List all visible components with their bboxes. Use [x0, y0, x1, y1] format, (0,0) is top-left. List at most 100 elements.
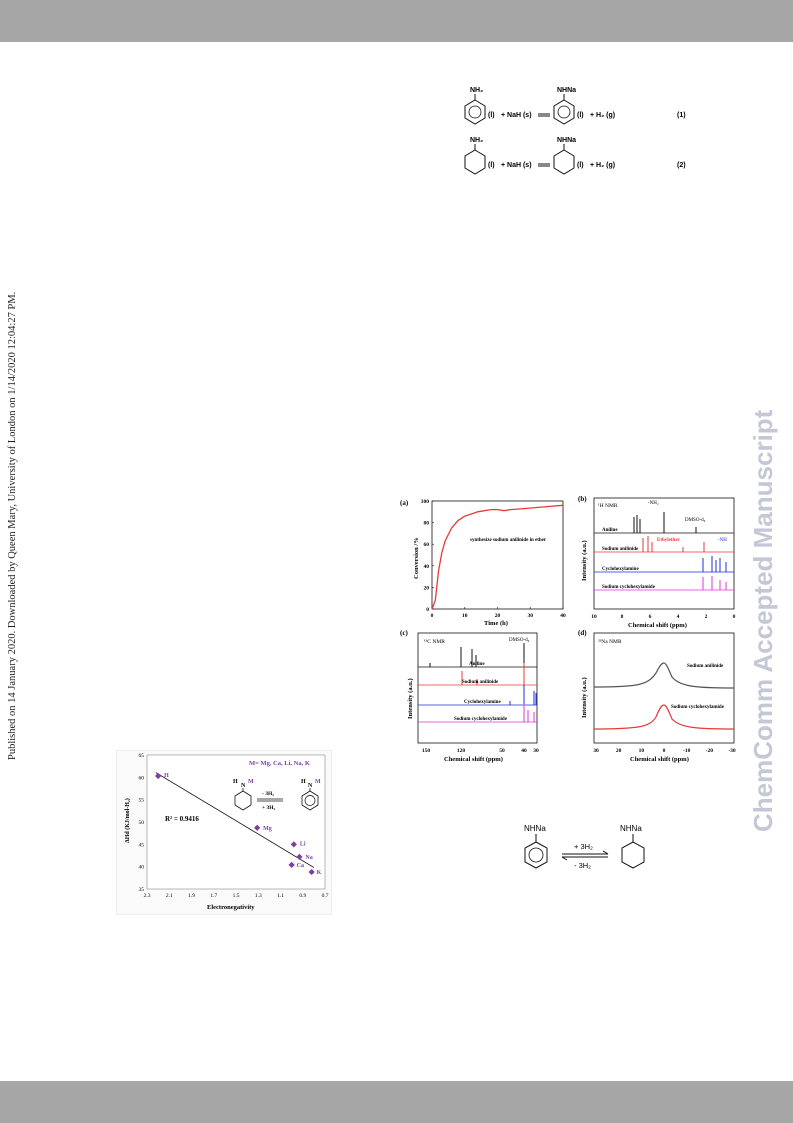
- en-xlabel: Electronegativity: [207, 904, 255, 911]
- en-fit-line: [155, 772, 315, 868]
- panel-d-xtick: 30: [593, 748, 599, 754]
- en-xtick: 1.9: [188, 893, 195, 899]
- panel-a: (a) 0 20 40 60 80 100 0 10 20 30 40 Conversion /%…: [400, 499, 566, 627]
- svg-text:Intensity (a.u.): Intensity (a.u.): [581, 677, 588, 718]
- svg-text:(a): (a): [400, 499, 409, 507]
- panel-d-xtick: 0: [663, 748, 666, 754]
- panel-d-xtick: -10: [683, 748, 691, 754]
- svg-text:(l): (l): [488, 162, 495, 169]
- svg-text:(d): (d): [578, 629, 587, 637]
- svg-text:-NH₂: -NH₂: [648, 501, 659, 506]
- en-ytick: 60: [139, 775, 145, 781]
- svg-text:Intensity (a.u.): Intensity (a.u.): [581, 540, 588, 581]
- figure-electronegativity: 35 40 45 50 55 60 65 2.3 2.1 1.9 1.7 1.5 1.3 1.1 0.9 0…: [116, 750, 332, 915]
- svg-text:N: N: [241, 783, 246, 789]
- panel-d-xtick: 10: [639, 748, 645, 754]
- svg-text:H: H: [301, 779, 306, 785]
- svg-text:(l): (l): [577, 112, 584, 119]
- en-xtick: 1.5: [233, 893, 240, 899]
- panel-d-xtick: 20: [616, 748, 622, 754]
- en-xtick: 1.7: [210, 893, 217, 899]
- panel-b-xtick: 2: [705, 614, 708, 620]
- panel-a-xtick: 40: [560, 613, 566, 619]
- svg-text:(1): (1): [677, 112, 686, 119]
- svg-text:Sodium cyclohexylamide: Sodium cyclohexylamide: [671, 705, 725, 710]
- inset-reaction: H N M - 3H₂ + 3H₂ H N M: [233, 779, 321, 811]
- en-point-label: H: [164, 773, 169, 779]
- svg-text:+ NaH (s): + NaH (s): [501, 112, 532, 119]
- svg-text:NHNa: NHNa: [557, 137, 576, 144]
- en-ytick: 50: [139, 820, 145, 826]
- svg-text:NH₂: NH₂: [470, 137, 483, 144]
- panel-d-xtick: -20: [706, 748, 714, 754]
- panel-c-xtick: 30: [533, 748, 539, 754]
- trace-aniline-peaks: [633, 512, 697, 533]
- en-ytick: 65: [139, 753, 145, 759]
- panel-b: (b) ¹H NMR -NH₂ DMSO-d₆ Ethylether -NH A…: [578, 495, 736, 629]
- panel-a-xlabel: Time (h): [484, 620, 508, 627]
- en-xtick: 2.1: [166, 893, 173, 899]
- en-point-label: Na: [305, 855, 312, 861]
- en-ytick: 45: [139, 842, 145, 848]
- svg-text:M: M: [315, 779, 321, 785]
- watermark: ChemComm Accepted Manuscript: [740, 300, 780, 840]
- r-squared: R² = 0.9416: [165, 815, 199, 823]
- en-xtick: 2.3: [144, 893, 151, 899]
- scheme-hydrogenation: NHNa + 3H₂ - 3H₂ NHNa: [510, 820, 670, 890]
- panel-b-xtick: 10: [591, 614, 597, 620]
- en-ytick: 55: [139, 798, 145, 804]
- svg-text:Cyclohexylamine: Cyclohexylamine: [602, 567, 639, 572]
- svg-text:DMSO-d₆: DMSO-d₆: [685, 518, 706, 523]
- panel-a-series-line: [431, 504, 564, 610]
- panel-a-xtick: 20: [495, 613, 501, 619]
- reactant-group: NH₂: [470, 87, 483, 94]
- svg-text:Sodium anilinide: Sodium anilinide: [687, 664, 724, 669]
- svg-text:+ H₂ (g): + H₂ (g): [590, 112, 615, 119]
- panel-a-ytick: 0: [426, 607, 429, 613]
- panel-b-xtick: 0: [733, 614, 736, 620]
- en-xtick: 1.1: [277, 893, 284, 899]
- svg-text:Aniline: Aniline: [602, 528, 618, 533]
- panel-d: (d) ²³Na NMR Sodium anilinide Sodium cyc…: [578, 629, 736, 763]
- svg-text:Chemical shift (ppm): Chemical shift (ppm): [628, 622, 687, 629]
- svg-text:- 3H₂: - 3H₂: [262, 791, 274, 797]
- benzene-ring: [464, 99, 486, 125]
- footer-bar: [0, 1081, 793, 1123]
- scheme-sodium-amide-formation: NH₂ (l) + NaH (s) NHNa (l) + H₂ (g) (1) …: [455, 82, 715, 194]
- panel-a-ylabel: Conversion /%: [413, 537, 420, 579]
- svg-text:(l): (l): [488, 112, 495, 119]
- svg-text:Sodium cyclohexylamide: Sodium cyclohexylamide: [602, 585, 656, 590]
- published-notice: Published on 14 January 2020. Downloaded…: [2, 240, 20, 760]
- panel-a-ytick: 80: [424, 521, 430, 527]
- en-xtick: 0.9: [299, 893, 306, 899]
- en-ytick: 40: [139, 865, 145, 871]
- svg-text:Intensity (a.u.): Intensity (a.u.): [407, 678, 414, 719]
- en-xtick: 0.7: [322, 893, 329, 899]
- en-point-label: K: [317, 870, 322, 876]
- en-ylabel: ΔHd (KJ/mol-H₂): [124, 798, 131, 843]
- svg-text:DMSO-d₆: DMSO-d₆: [509, 638, 530, 643]
- svg-text:(l): (l): [577, 162, 584, 169]
- svg-text:+ NaH (s): + NaH (s): [501, 162, 532, 169]
- svg-text:Sodium cyclohexylamide: Sodium cyclohexylamide: [454, 717, 508, 722]
- metals-legend: M= Mg, Ca, Li, Na, K: [249, 760, 310, 767]
- panel-c-xtick: 150: [422, 748, 431, 754]
- panel-c-xtick: 50: [499, 748, 505, 754]
- svg-text:Aniline: Aniline: [469, 662, 485, 667]
- svg-text:+ 3H₂: + 3H₂: [262, 805, 276, 811]
- svg-text:-NH: -NH: [718, 538, 727, 543]
- header-bar: [0, 0, 793, 42]
- panel-b-xtick: 6: [649, 614, 652, 620]
- panel-a-xtick: 0: [431, 613, 434, 619]
- en-point-label: Li: [300, 841, 306, 847]
- panel-c-xtick: 120: [457, 748, 466, 754]
- svg-text:- 3H₂: - 3H₂: [574, 861, 591, 870]
- cyclohexane-ring: [464, 149, 486, 175]
- panel-a-ytick: 60: [424, 542, 430, 548]
- left-group: NHNa: [524, 824, 546, 833]
- svg-text:N: N: [308, 783, 313, 789]
- panel-b-xtick: 4: [677, 614, 680, 620]
- panel-a-ytick: 40: [424, 564, 430, 570]
- svg-text:+ H₂ (g): + H₂ (g): [590, 162, 615, 169]
- en-ytick: 35: [139, 887, 145, 893]
